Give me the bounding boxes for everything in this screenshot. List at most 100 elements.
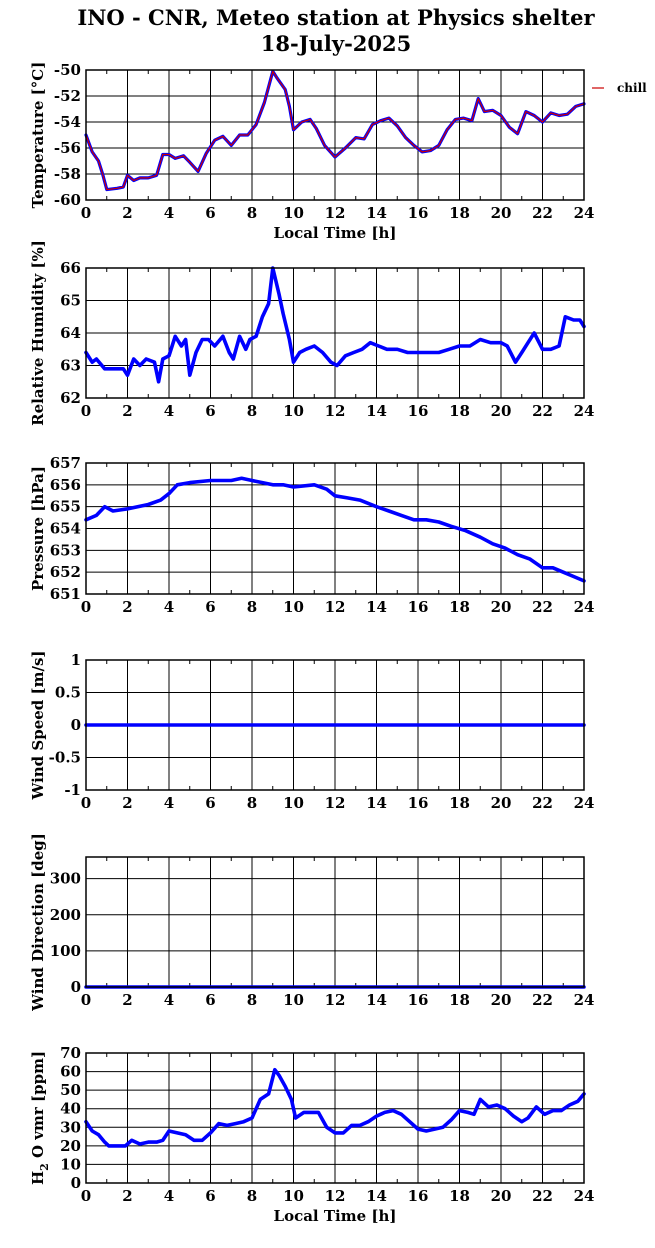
x-axis-label: Local Time [h] [274,1207,397,1225]
x-tick-label: 16 [408,794,429,812]
y-tick-label: 0 [71,716,81,734]
y-axis-label: Relative Humidity [%] [29,240,47,426]
x-tick-label: 6 [205,1187,215,1205]
x-tick-label: 0 [81,402,91,420]
x-tick-label: 18 [449,204,470,222]
x-tick-label: 8 [247,794,257,812]
x-tick-label: 6 [205,598,215,616]
x-tick-label: 2 [122,794,132,812]
x-tick-label: 4 [164,402,174,420]
plot-frame [85,267,585,399]
x-tick-label: 8 [247,991,257,1009]
y-tick-label: 10 [60,1155,81,1173]
data-series-line [84,1067,586,1148]
x-tick-label: 16 [408,204,429,222]
x-tick-label: 6 [205,794,215,812]
x-tick-label: 4 [164,598,174,616]
data-series-line [84,476,586,583]
y-tick-label: 0.5 [55,684,81,702]
y-tick-label: 652 [50,563,81,581]
y-tick-label: 200 [50,906,81,924]
x-tick-label: 22 [532,991,553,1009]
y-tick-label: -1 [64,781,81,799]
y-tick-label: 656 [50,476,81,494]
x-tick-label: 12 [325,1187,346,1205]
x-tick-label: 4 [164,794,174,812]
x-tick-label: 24 [574,794,595,812]
legend-label: chill [617,81,647,95]
x-tick-label: 0 [81,598,91,616]
x-tick-label: 18 [449,794,470,812]
y-tick-label: -0.5 [49,749,81,767]
x-tick-label: 12 [325,402,346,420]
x-tick-label: 14 [366,598,387,616]
x-tick-label: 16 [408,598,429,616]
x-tick-label: 22 [532,402,553,420]
x-tick-label: 18 [449,1187,470,1205]
x-tick-label: 24 [574,991,595,1009]
x-tick-label: 10 [283,204,304,222]
x-tick-label: 20 [491,1187,512,1205]
x-tick-label: 20 [491,991,512,1009]
y-axis-label: Pressure [hPa] [29,466,47,591]
plot-frame [85,1052,585,1184]
y-tick-label: 1 [71,651,81,669]
x-tick-label: 12 [325,204,346,222]
y-tick-label: 20 [60,1137,81,1155]
x-tick-label: 20 [491,794,512,812]
plot-frame [85,856,585,988]
x-tick-label: 24 [574,204,595,222]
x-tick-label: 2 [122,402,132,420]
x-tick-label: 8 [247,598,257,616]
y-tick-label: 0 [71,1174,81,1192]
y-tick-label: 66 [60,259,81,277]
y-tick-label: 651 [50,585,81,603]
y-tick-label: 63 [60,357,81,375]
y-tick-label: -54 [54,113,81,131]
y-tick-label: 40 [60,1100,81,1118]
x-tick-label: 24 [574,1187,595,1205]
y-tick-label: 50 [60,1081,81,1099]
x-tick-label: 14 [366,204,387,222]
temperature-panel: 0 2 4 6 8 10 12 14 16 18 20 22 24-60-58-56-54-52-50T… [29,61,647,242]
x-tick-label: 10 [283,402,304,420]
y-tick-label: -60 [54,191,81,209]
x-tick-label: 12 [325,991,346,1009]
y-axis-label: Temperature [°C] [29,62,47,209]
x-tick-label: 22 [532,794,553,812]
x-tick-label: 22 [532,1187,553,1205]
x-tick-label: 20 [491,598,512,616]
y-tick-label: 65 [60,292,81,310]
plot-frame [85,659,585,791]
x-tick-label: 8 [247,1187,257,1205]
x-tick-label: 10 [283,1187,304,1205]
x-tick-label: 10 [283,794,304,812]
x-tick-label: 14 [366,402,387,420]
humidity-panel: 0 2 4 6 8 10 12 14 16 18 20 22 246263646566Relative … [29,240,594,426]
x-tick-label: 24 [574,598,595,616]
x-tick-label: 16 [408,402,429,420]
figure-title-line2: 18-July-2025 [261,31,412,56]
y-tick-label: 60 [60,1063,81,1081]
x-tick-label: 0 [81,204,91,222]
data-series-line [84,266,586,384]
x-tick-label: 8 [247,402,257,420]
y-tick-label: -56 [54,139,81,157]
y-tick-label: 64 [60,324,81,342]
x-tick-label: 12 [325,794,346,812]
x-tick-label: 2 [122,598,132,616]
x-tick-label: 22 [532,204,553,222]
y-tick-label: 654 [50,520,81,538]
x-tick-label: 14 [366,794,387,812]
x-tick-label: 18 [449,402,470,420]
y-tick-label: -50 [54,61,81,79]
x-tick-label: 22 [532,598,553,616]
x-tick-label: 2 [122,204,132,222]
x-tick-label: 4 [164,204,174,222]
x-tick-label: 14 [366,1187,387,1205]
x-tick-label: 16 [408,991,429,1009]
y-tick-label: 655 [50,498,81,516]
x-tick-label: 14 [366,991,387,1009]
